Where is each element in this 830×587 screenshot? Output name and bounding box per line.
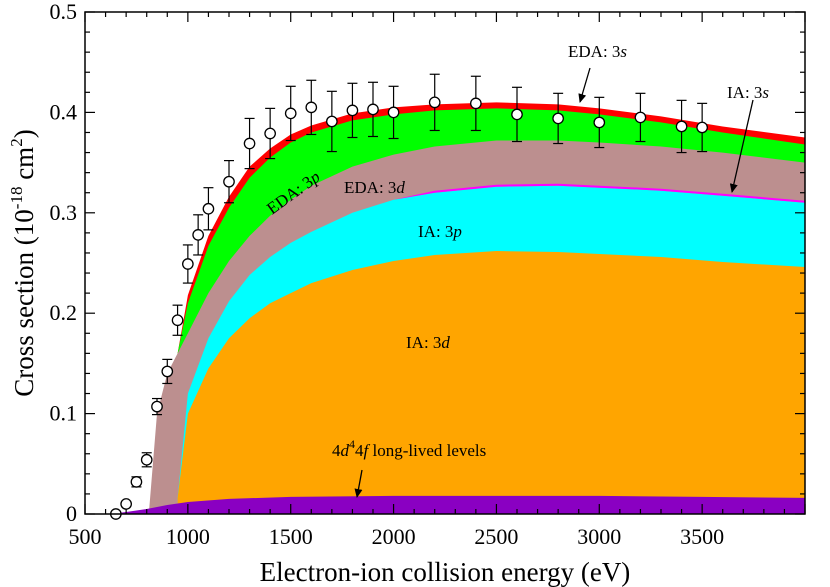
y-axis-title: Cross section (10-18 cm2) (7, 129, 39, 396)
annotation-text-part: long-lived levels (368, 441, 486, 460)
data-point (367, 103, 379, 116)
data-point (593, 116, 606, 129)
x-axis-title: Electron-ion collision energy (eV) (260, 557, 631, 587)
annotation-text-part: IA: 3 (727, 83, 762, 102)
data-point (171, 314, 184, 327)
experiment-points (110, 96, 708, 520)
data-point (140, 453, 153, 466)
area-4d-4-4f-long-lived-levels (109, 495, 805, 514)
annotation-text-part: EDA: 3 (568, 42, 620, 61)
y-tick-label: 0.5 (50, 0, 78, 24)
x-tick-label: 3500 (680, 524, 724, 549)
annotation-text-part: IA: 3 (406, 333, 441, 352)
annotation-text-part: IA: 3 (418, 222, 453, 241)
y-tick-label: 0 (66, 501, 77, 526)
data-point (675, 120, 688, 133)
data-point (130, 476, 143, 488)
annotation-text-part: d (341, 441, 350, 460)
data-point (264, 127, 276, 140)
y-axis-ticks: 0 0.1 0.2 0.3 0.4 0.5 (50, 0, 805, 526)
area-ia-3d (177, 251, 805, 514)
y-axis-title-exp1: -18 (7, 187, 26, 210)
y-axis-title-close: ) (9, 129, 39, 138)
x-axis-ticks: 500 1000 1500 2000 2500 3000 3500 (69, 12, 806, 549)
x-tick-label: 1500 (269, 524, 313, 549)
y-axis-title-exp2: 2 (7, 138, 26, 147)
x-tick-label: 2500 (474, 524, 518, 549)
data-point (634, 111, 647, 124)
annotation-text-part: p (452, 222, 462, 241)
x-tick-label: 1000 (166, 524, 210, 549)
annotation-text-part: 4 (349, 437, 355, 451)
annotation-text-part: EDA: 3 (344, 178, 396, 197)
annotation-text-part: f (364, 441, 371, 460)
annotation-arrows (354, 67, 754, 498)
data-point (696, 121, 708, 134)
annotation-text-part: 4 (355, 441, 364, 460)
data-point (305, 101, 318, 114)
y-axis-title-unit: cm (9, 147, 39, 187)
data-point (151, 400, 163, 413)
data-point (243, 137, 256, 150)
y-tick-label: 0.4 (50, 99, 78, 124)
data-point (346, 104, 359, 117)
y-tick-label: 0.2 (50, 300, 78, 325)
data-point (202, 202, 215, 215)
data-point (182, 258, 194, 270)
annotation-text-part: d (441, 333, 450, 352)
annotation-ia3d: IA: 3d (406, 333, 450, 352)
arrow-eda3s (578, 67, 591, 103)
data-point (552, 112, 564, 125)
data-point (192, 229, 204, 241)
data-point (223, 175, 235, 188)
annotation-eda3s: EDA: 3s (568, 42, 627, 61)
arrow-ia3s (729, 99, 754, 193)
annotation-ia3s: IA: 3s (727, 83, 769, 102)
data-point (284, 107, 297, 120)
data-point (326, 115, 338, 128)
y-axis-title-main: Cross section (10 (9, 209, 39, 396)
annotation-text-part: d (396, 178, 405, 197)
y-tick-label: 0.1 (50, 401, 78, 426)
annotation-eda3d: EDA: 3d (344, 178, 405, 197)
x-tick-label: 500 (69, 524, 102, 549)
x-tick-label: 2000 (372, 524, 416, 549)
x-tick-label: 3000 (577, 524, 621, 549)
data-point (120, 498, 132, 510)
y-tick-label: 0.3 (50, 200, 78, 225)
data-point (387, 106, 400, 119)
plot-frame (84, 11, 806, 515)
data-point (428, 96, 441, 109)
annotation-text-part: s (762, 83, 769, 102)
data-point (470, 97, 482, 110)
arrow-longlived (354, 469, 363, 498)
annotation-text-part: s (620, 42, 627, 61)
data-point (161, 365, 174, 378)
annotation-longlived: 4d44f long-lived levels (332, 437, 486, 460)
annotation-ia3p: IA: 3p (418, 222, 462, 241)
data-point (511, 108, 523, 121)
annotation-text-part: 4 (332, 441, 341, 460)
stacked-areas (109, 102, 805, 514)
